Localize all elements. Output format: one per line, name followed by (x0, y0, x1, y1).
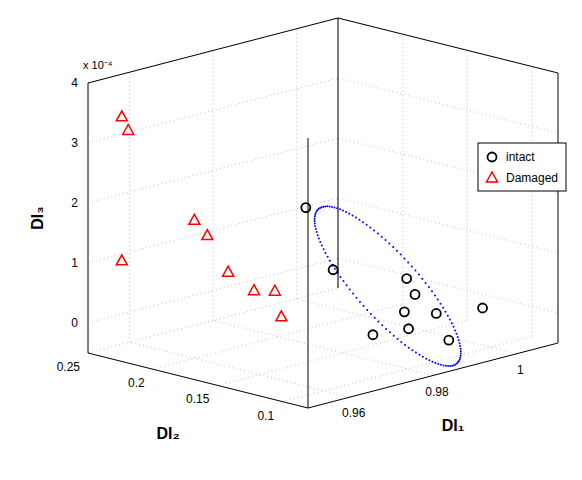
svg-text:0.25: 0.25 (57, 360, 81, 374)
svg-text:0.98: 0.98 (425, 385, 449, 399)
svg-text:4: 4 (71, 76, 78, 90)
svg-text:0.2: 0.2 (128, 376, 145, 390)
svg-text:intact: intact (506, 150, 535, 164)
svg-text:Damaged: Damaged (506, 171, 558, 185)
svg-text:1: 1 (517, 363, 524, 377)
svg-text:2: 2 (71, 196, 78, 210)
svg-text:0: 0 (71, 316, 78, 330)
svg-text:x 10⁻⁴: x 10⁻⁴ (83, 59, 113, 71)
svg-text:0.15: 0.15 (186, 392, 210, 406)
svg-text:3: 3 (71, 136, 78, 150)
svg-text:DI₁: DI₁ (442, 417, 465, 434)
svg-text:DI₂: DI₂ (156, 425, 179, 442)
svg-text:DI₃: DI₃ (29, 206, 46, 229)
svg-text:0.96: 0.96 (342, 406, 366, 420)
svg-text:0.1: 0.1 (257, 409, 274, 423)
svg-text:1: 1 (71, 256, 78, 270)
